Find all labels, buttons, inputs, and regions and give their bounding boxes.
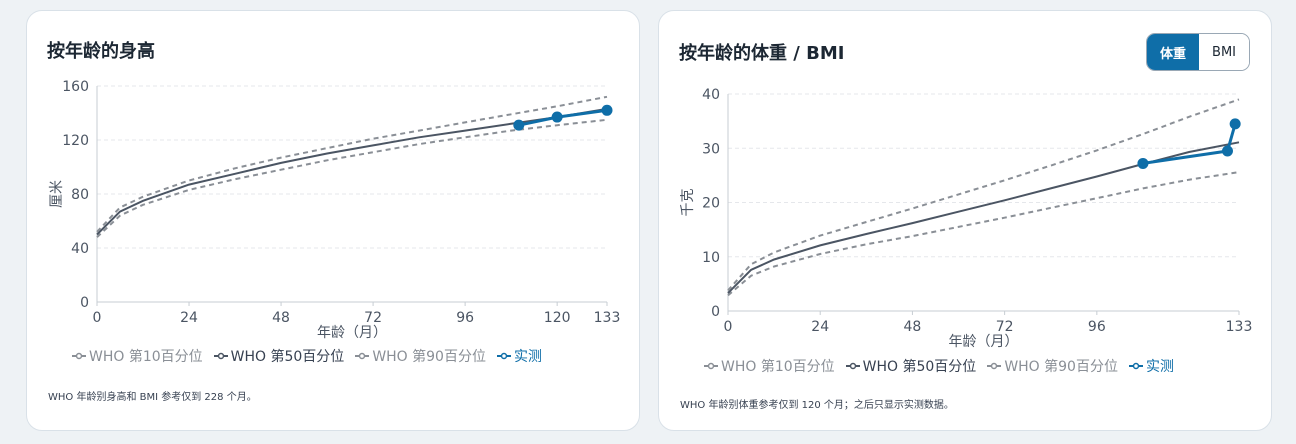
weight-chart-note: WHO 年龄别体重参考仅到 120 个月；之后只显示实测数据。: [680, 400, 954, 411]
weight-chart-actual-point: [1229, 118, 1241, 130]
weight-chart-x-tick-label: 96: [1088, 319, 1106, 335]
weight-chart-legend-swatch: [987, 362, 1002, 370]
weight-chart-x-tick-label: 133: [1226, 319, 1253, 335]
weight-chart-y-axis-label: 千克: [680, 189, 696, 217]
height-chart-y-tick-label: 120: [62, 133, 89, 149]
height-chart-title: 按年龄的身高: [47, 41, 155, 62]
height-chart-legend-item[interactable]: WHO 第10百分位: [71, 346, 203, 366]
height-chart-legend-item[interactable]: WHO 第50百分位: [213, 346, 345, 366]
height-chart-series-2-line: [96, 95, 608, 233]
weight-chart: 0 10 20 30 40 0 24 48 72 96 133 年龄（月） 千克: [680, 87, 1253, 350]
weight-bmi-toggle: 体重 BMI: [1146, 33, 1250, 71]
height-chart-legend-swatch: [355, 352, 370, 360]
height-chart-legend-item[interactable]: WHO 第90百分位: [354, 346, 486, 366]
height-chart-legend-label: WHO 第90百分位: [372, 349, 486, 365]
weight-chart-series-2-line: [727, 98, 1240, 292]
weight-chart-legend-item[interactable]: 实测: [1128, 356, 1174, 376]
weight-chart-x-tick-label: 24: [811, 319, 829, 335]
height-chart-actual-point: [513, 119, 525, 131]
height-chart-legend-swatch: [213, 352, 228, 360]
weight-chart-legend-swatch: [704, 362, 718, 370]
weight-chart-actual-point: [1221, 145, 1233, 157]
weight-chart-y-tick-label: 30: [702, 141, 720, 157]
weight-chart-actual-point: [1137, 157, 1149, 169]
height-chart-card: 按年龄的身高 0 40 80 120 160 0 24 48 72 96 120 133 年龄（月） 厘米…: [26, 10, 640, 431]
weight-chart-legend-swatch: [845, 362, 860, 370]
height-chart-x-tick-label: 48: [272, 310, 290, 326]
height-chart-y-tick-label: 160: [62, 79, 89, 95]
height-chart-y-tick-label: 0: [80, 295, 89, 311]
height-chart-x-tick-label: 24: [180, 310, 198, 326]
weight-chart-series-1-line: [727, 141, 1240, 294]
height-chart: 0 40 80 120 160 0 24 48 72 96 120 133 年龄（月） 厘米: [49, 79, 621, 341]
height-chart-legend: WHO 第10百分位 WHO 第50百分位 WHO 第90百分位 实测: [71, 346, 542, 366]
weight-chart-legend-item[interactable]: WHO 第50百分位: [845, 356, 977, 376]
height-chart-actual-point: [551, 111, 563, 123]
weight-chart-legend-swatch-dot: [849, 362, 856, 370]
weight-chart-x-axis-label: 年龄（月）: [949, 334, 1019, 350]
height-chart-series-3-line: [518, 108, 608, 127]
height-chart-y-tick-label: 80: [71, 187, 89, 203]
weight-chart-y-tick-label: 20: [702, 196, 720, 212]
height-chart-x-tick-label: 96: [456, 310, 474, 326]
weight-chart-series-0-line: [727, 171, 1240, 297]
weight-chart-title: 按年龄的体重 / BMI: [679, 43, 845, 64]
height-chart-x-tick-label: 72: [364, 310, 382, 326]
height-chart-legend-swatch-dot: [500, 352, 508, 360]
weight-toggle-button[interactable]: 体重: [1147, 34, 1200, 70]
weight-chart-legend-label: WHO 第90百分位: [1004, 359, 1118, 375]
weight-chart-x-tick-label: 72: [996, 319, 1014, 335]
height-chart-x-tick-label: 133: [594, 310, 621, 326]
weight-chart-legend-item[interactable]: WHO 第90百分位: [986, 356, 1118, 376]
height-chart-legend-swatch: [496, 352, 511, 360]
weight-chart-legend-label: 实测: [1145, 359, 1174, 375]
height-chart-legend-label: WHO 第10百分位: [89, 349, 203, 365]
weight-chart-legend-swatch-dot: [707, 362, 715, 370]
weight-chart-x-tick-label: 0: [724, 319, 733, 335]
height-chart-actual-point: [601, 104, 613, 116]
weight-chart-y-tick-label: 10: [702, 250, 720, 266]
weight-chart-y-tick-label: 0: [711, 304, 720, 320]
weight-chart-legend-label: WHO 第50百分位: [862, 359, 977, 375]
bmi-toggle-button[interactable]: BMI: [1199, 34, 1249, 70]
height-chart-legend-item[interactable]: 实测: [496, 346, 542, 366]
height-chart-series-0-line: [96, 118, 608, 238]
weight-chart-legend: WHO 第10百分位 WHO 第50百分位 WHO 第90百分位 实测: [703, 356, 1174, 376]
height-chart-series-1-line: [96, 107, 608, 236]
weight-chart-legend-swatch-dot: [991, 362, 998, 370]
weight-chart-legend-item[interactable]: WHO 第10百分位: [703, 356, 835, 376]
weight-chart-legend-swatch-dot: [1132, 362, 1140, 370]
height-chart-x-axis-label: 年龄（月）: [317, 325, 387, 341]
weight-chart-card: 按年龄的体重 / BMI 体重 BMI 0 10 20 30 40 0 24 48 72 96 13…: [658, 10, 1272, 431]
weight-chart-legend-label: WHO 第10百分位: [721, 359, 835, 375]
height-chart-x-tick-label: 0: [93, 310, 102, 326]
height-chart-legend-swatch: [72, 352, 86, 360]
height-chart-legend-label: 实测: [513, 349, 542, 365]
weight-chart-legend-swatch: [1128, 362, 1143, 370]
weight-chart-y-tick-label: 40: [702, 87, 720, 103]
height-chart-y-tick-label: 40: [71, 241, 89, 257]
height-chart-x-tick-label: 120: [544, 310, 571, 326]
height-chart-legend-swatch-dot: [359, 352, 366, 360]
weight-chart-x-tick-label: 48: [904, 319, 922, 335]
height-chart-note: WHO 年龄别身高和 BMI 参考仅到 228 个月。: [48, 392, 257, 403]
height-chart-legend-swatch-dot: [217, 352, 224, 360]
height-chart-legend-label: WHO 第50百分位: [230, 349, 345, 365]
height-chart-legend-swatch-dot: [75, 352, 83, 360]
height-chart-y-axis-label: 厘米: [49, 180, 65, 208]
